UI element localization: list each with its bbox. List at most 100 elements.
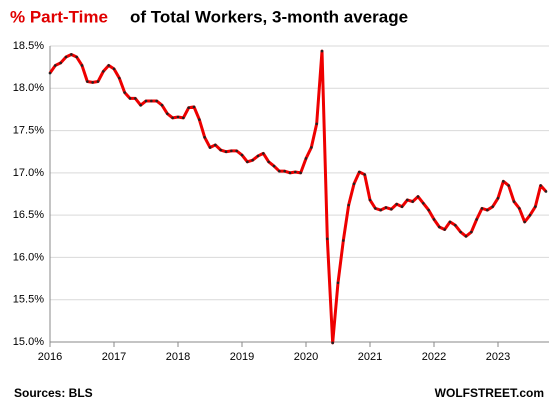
point (235, 149, 238, 153)
point (400, 205, 404, 208)
x-tick-label: 2022 (422, 351, 446, 363)
point (176, 115, 180, 119)
point (160, 103, 164, 107)
point (475, 218, 478, 221)
point (534, 205, 537, 208)
point (486, 208, 489, 212)
point (411, 200, 414, 203)
chart-title: of Total Workers, 3-month average (130, 7, 408, 26)
x-tick-label: 2023 (486, 351, 510, 363)
line (48, 49, 548, 345)
point (107, 64, 110, 67)
point (283, 169, 286, 173)
point (192, 105, 196, 109)
y-tick-label: 15.5% (13, 294, 44, 306)
source: Sources: BLS (14, 386, 93, 400)
chart-title-highlight: % Part-Time (10, 7, 108, 26)
point (454, 223, 457, 227)
point (256, 154, 260, 158)
point (182, 116, 185, 120)
point (496, 196, 500, 200)
point (187, 106, 190, 110)
point (294, 170, 297, 174)
point (112, 67, 116, 71)
point (278, 169, 281, 173)
point (304, 157, 308, 160)
point (470, 230, 473, 234)
point (198, 118, 201, 121)
point (368, 198, 372, 202)
point (272, 164, 276, 168)
x-tick-label: 2020 (294, 351, 318, 363)
point (219, 148, 222, 152)
point (331, 341, 334, 345)
point (358, 170, 361, 174)
point (342, 239, 345, 242)
point (427, 208, 430, 212)
point (299, 171, 302, 175)
point (502, 180, 505, 183)
point (288, 171, 292, 175)
point (91, 81, 94, 84)
point (155, 99, 158, 103)
point (432, 218, 436, 221)
point (134, 97, 137, 100)
point (48, 71, 52, 75)
point (518, 207, 521, 210)
point (416, 195, 420, 198)
x-tick-label: 2021 (358, 351, 382, 363)
point (347, 203, 350, 207)
point (326, 237, 329, 241)
point (203, 136, 206, 139)
point (240, 153, 244, 157)
point (384, 206, 388, 209)
point (512, 200, 516, 203)
point (422, 202, 425, 205)
point (395, 202, 398, 206)
point (448, 220, 452, 224)
point (523, 220, 526, 224)
point (64, 55, 68, 59)
x-tick-label: 2018 (166, 351, 190, 363)
y-tick-label: 15.0% (13, 336, 44, 348)
point (230, 149, 233, 153)
point (128, 97, 132, 100)
point (86, 80, 89, 83)
point (166, 112, 169, 115)
point (224, 150, 228, 154)
point (214, 143, 217, 147)
point (315, 122, 318, 126)
point (544, 190, 548, 193)
point (150, 99, 153, 103)
point (310, 146, 313, 149)
point (251, 158, 254, 162)
y-tick-label: 18.0% (13, 82, 44, 94)
point (443, 228, 446, 231)
point (379, 208, 382, 212)
point (374, 207, 377, 210)
point (80, 64, 84, 67)
point (262, 152, 265, 155)
point (139, 103, 142, 107)
point (438, 225, 441, 229)
point (102, 70, 105, 73)
point (480, 207, 484, 210)
point (144, 99, 148, 103)
point (406, 198, 409, 202)
point (70, 53, 73, 56)
point (363, 173, 366, 176)
point (491, 205, 494, 208)
point (464, 234, 468, 238)
x-tick-label: 2016 (38, 351, 62, 363)
point (59, 61, 62, 65)
point (390, 207, 393, 211)
point (507, 184, 510, 187)
point (118, 76, 121, 80)
point (352, 182, 356, 186)
x-tick-label: 2019 (230, 351, 254, 363)
point (320, 49, 324, 53)
point (75, 55, 78, 59)
y-tick-label: 16.0% (13, 251, 44, 263)
point (208, 146, 212, 149)
y-tick-label: 18.5% (13, 40, 44, 52)
